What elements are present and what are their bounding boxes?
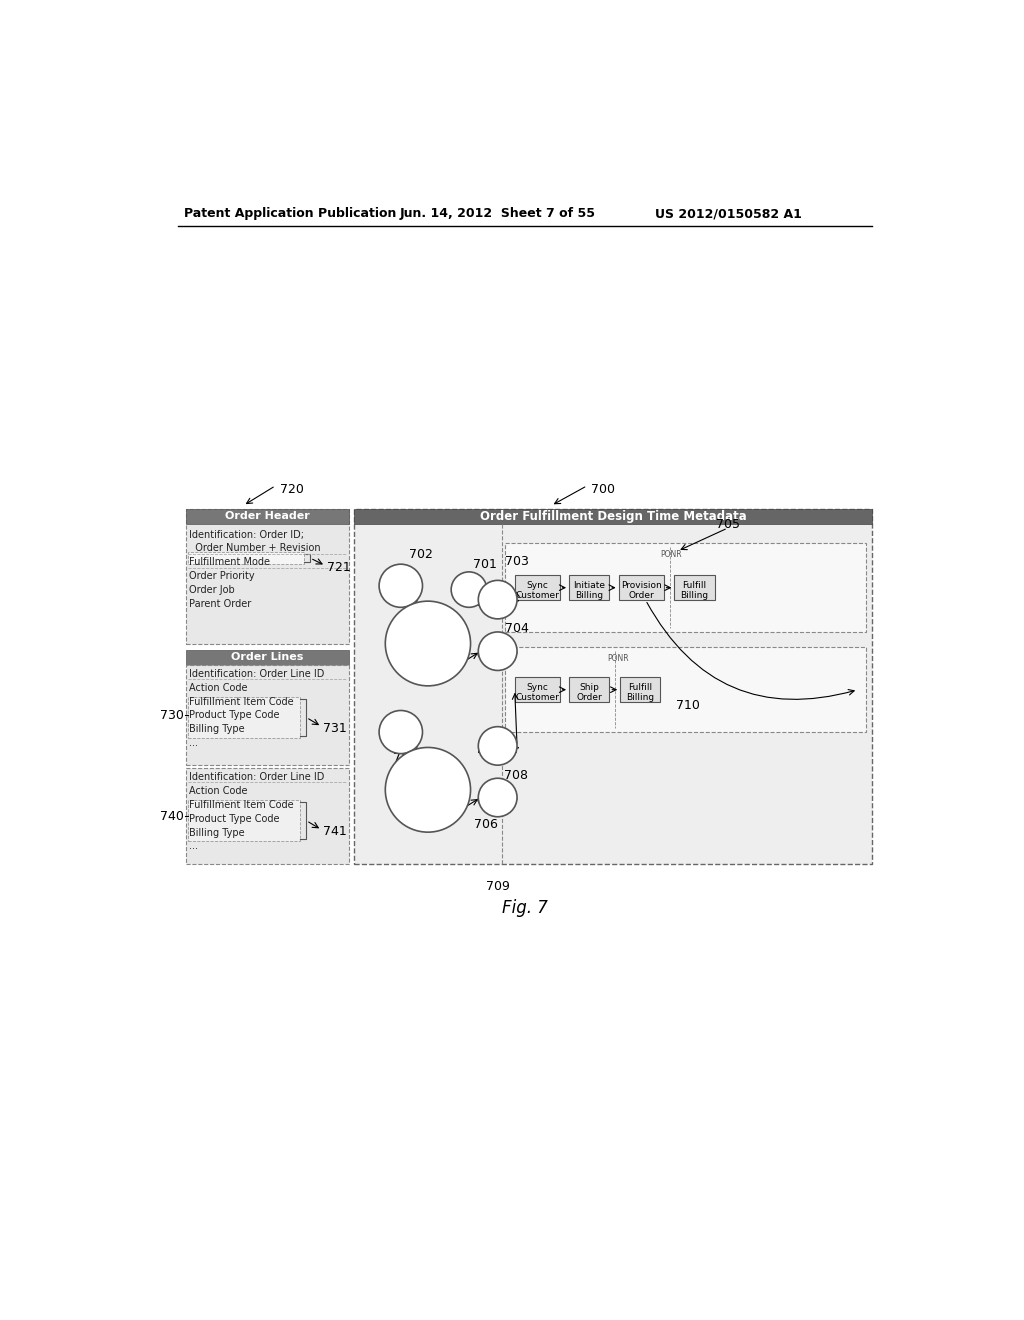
Text: 704: 704 (506, 622, 529, 635)
Text: Product Type Code: Product Type Code (189, 710, 280, 721)
Text: Provision
Order: Provision Order (621, 581, 662, 601)
Circle shape (385, 601, 471, 686)
Text: Parent Order: Parent Order (189, 599, 252, 609)
Text: Qualify: Qualify (477, 649, 518, 660)
Text: ...: ... (395, 730, 407, 742)
Bar (354, 508, 872, 524)
Text: Order Number + Revision: Order Number + Revision (189, 544, 321, 553)
Text: US 2012/0150582 A1: US 2012/0150582 A1 (655, 207, 802, 220)
Text: Order Priority: Order Priority (189, 572, 255, 581)
Text: Fulfillment Item Code: Fulfillment Item Code (189, 800, 294, 809)
Text: Product
Spec: Product Spec (407, 783, 450, 804)
Text: Fulfillment Mode: Fulfillment Mode (189, 557, 270, 568)
Bar (186, 665, 349, 766)
Bar (515, 677, 560, 702)
Bar (186, 649, 349, 665)
Text: Order Fulfillment Design Time Metadata: Order Fulfillment Design Time Metadata (480, 510, 746, 523)
Circle shape (379, 564, 423, 607)
Text: 721: 721 (328, 561, 351, 574)
Text: Identification: Order ID;: Identification: Order ID; (189, 529, 304, 540)
Text: 740: 740 (160, 810, 183, 822)
Text: Initiate
Billing: Initiate Billing (573, 581, 605, 601)
Bar (187, 800, 300, 841)
Text: 707: 707 (393, 752, 417, 766)
Bar (506, 647, 866, 733)
Bar (186, 508, 349, 524)
Circle shape (478, 779, 517, 817)
Text: Billing Type: Billing Type (189, 725, 245, 734)
Text: Jun. 14, 2012  Sheet 7 of 55: Jun. 14, 2012 Sheet 7 of 55 (399, 207, 595, 220)
Text: 710: 710 (676, 698, 699, 711)
Text: Billing Type: Billing Type (189, 828, 245, 837)
Text: Order Header: Order Header (225, 511, 310, 521)
Circle shape (379, 710, 423, 754)
Bar (515, 576, 560, 601)
Text: 741: 741 (324, 825, 347, 838)
Bar (186, 508, 349, 644)
Text: 705: 705 (716, 517, 740, 531)
Text: Deliver: Deliver (477, 744, 519, 755)
Bar (675, 576, 715, 601)
Circle shape (452, 572, 486, 607)
Text: Action Code: Action Code (189, 785, 248, 796)
Text: 702: 702 (409, 548, 432, 561)
Circle shape (478, 581, 517, 619)
Text: PONR: PONR (607, 653, 630, 663)
Text: Order Lines: Order Lines (231, 652, 304, 663)
Text: Order Job: Order Job (189, 585, 234, 595)
Text: 701: 701 (473, 558, 497, 572)
Text: Sync
Customer: Sync Customer (515, 581, 559, 601)
Bar (187, 552, 304, 564)
Text: 720: 720 (280, 483, 303, 496)
Text: Fig. 7: Fig. 7 (502, 899, 548, 917)
Text: Ship
Order: Ship Order (577, 682, 602, 702)
Text: Fulfill
Billing: Fulfill Billing (627, 682, 654, 702)
Text: ...: ... (189, 841, 199, 851)
Bar (569, 677, 609, 702)
Bar (506, 544, 866, 632)
Bar (187, 697, 300, 738)
Bar (569, 576, 609, 601)
Text: Patent Application Publication: Patent Application Publication (183, 207, 396, 220)
Text: 731: 731 (324, 722, 347, 735)
Text: ...: ... (189, 738, 199, 748)
Circle shape (385, 747, 471, 832)
Text: Qualify: Qualify (477, 796, 518, 807)
Bar (354, 508, 872, 865)
Circle shape (478, 726, 517, 766)
Text: 703: 703 (506, 554, 529, 568)
Text: Fulfillment Item Code: Fulfillment Item Code (189, 697, 294, 706)
Text: Action Code: Action Code (189, 682, 248, 693)
Text: Product
Spec: Product Spec (407, 636, 450, 659)
Text: PONR: PONR (660, 549, 682, 558)
Circle shape (478, 632, 517, 671)
Text: ...: ... (395, 583, 407, 597)
Text: Product Type Code: Product Type Code (189, 813, 280, 824)
Text: Identification: Order Line ID: Identification: Order Line ID (189, 669, 325, 678)
Text: 730: 730 (160, 709, 183, 722)
Text: 708: 708 (504, 768, 528, 781)
Text: 709: 709 (485, 880, 510, 892)
Text: 700: 700 (591, 483, 615, 496)
Bar (618, 576, 664, 601)
Text: 706: 706 (474, 818, 499, 832)
Text: Deliver: Deliver (477, 598, 519, 609)
Bar (186, 768, 349, 865)
Bar (621, 677, 660, 702)
Text: Identification: Order Line ID: Identification: Order Line ID (189, 772, 325, 781)
Text: Sync
Customer: Sync Customer (515, 682, 559, 702)
Text: Fulfill
Billing: Fulfill Billing (681, 581, 709, 601)
